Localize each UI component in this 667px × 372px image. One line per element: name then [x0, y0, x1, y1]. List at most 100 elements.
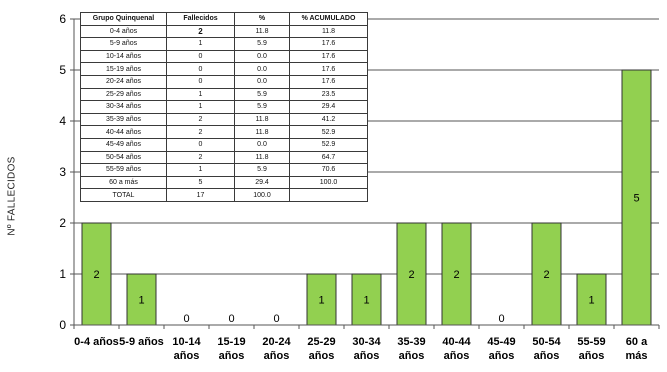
cell-fallecidos: 0 [166, 74, 235, 89]
cell-acumulado: 23.5 [289, 87, 368, 102]
cell-fallecidos: 1 [166, 100, 235, 114]
header-percent: % [234, 12, 290, 26]
x-tick-label: años [264, 350, 290, 362]
table-row: TOTAL 17 100.0 [80, 188, 368, 202]
cell-acumulado: 17.6 [289, 74, 368, 89]
bar [306, 273, 337, 326]
data-label: 0 [498, 313, 504, 325]
cell-acumulado: 52.9 [289, 125, 368, 139]
cell-acumulado: 70.6 [289, 163, 368, 177]
cell-grupo: 50-54 años [80, 150, 167, 165]
bar [576, 273, 607, 326]
cell-acumulado: 11.8 [289, 24, 368, 39]
cell-grupo: 40-44 años [80, 125, 167, 139]
x-tick-label: 45-49 [487, 336, 515, 348]
cell-acumulado: 29.4 [289, 100, 368, 114]
cell-acumulado: 17.6 [289, 49, 368, 64]
header-fallecidos: Fallecidos [166, 12, 235, 26]
cell-fallecidos: 0 [166, 49, 235, 64]
cell-grupo: 35-39 años [80, 112, 167, 127]
data-label: 2 [453, 269, 459, 281]
x-tick-label: años [399, 350, 425, 362]
data-label: 1 [318, 295, 324, 307]
cell-percent: 0.0 [234, 62, 290, 76]
bar [441, 222, 472, 326]
cell-grupo: 25-29 años [80, 87, 167, 102]
data-label: 1 [588, 295, 594, 307]
header-acumulado: % ACUMULADO [289, 12, 368, 26]
header-grupo: Grupo Quinquenal [80, 12, 167, 26]
x-tick-label: años [579, 350, 605, 362]
data-label: 2 [408, 269, 414, 281]
cell-fallecidos: 2 [166, 112, 235, 127]
x-tick-label: 10-14 [172, 336, 201, 348]
x-tick-label: años [354, 350, 380, 362]
x-tick-label: 35-39 [397, 336, 425, 348]
x-tick-label: 20-24 [262, 336, 291, 348]
table-row: 55-59 años 1 5.9 70.6 [80, 163, 368, 177]
cell-percent: 11.8 [234, 150, 290, 165]
x-tick-label: 50-54 [532, 336, 561, 348]
table-row: 15-19 años 0 0.0 17.6 [80, 62, 368, 76]
data-label: 0 [228, 313, 234, 325]
cell-percent: 29.4 [234, 175, 290, 190]
x-tick-label: 15-19 [217, 336, 245, 348]
cell-fallecidos: 2 [166, 24, 235, 39]
data-label: 0 [273, 313, 279, 325]
x-tick-label: años [444, 350, 470, 362]
cell-grupo: 15-19 años [80, 62, 167, 76]
y-tick-label: 4 [59, 114, 66, 128]
cell-grupo: TOTAL [80, 188, 167, 202]
x-tick-label: años [219, 350, 245, 362]
table-body: 0-4 años 2 11.8 11.8 5-9 años 1 5.9 17.6 10-14 a… [80, 24, 368, 202]
cell-percent: 5.9 [234, 100, 290, 114]
cell-percent: 100.0 [234, 188, 290, 202]
table-row: 40-44 años 2 11.8 52.9 [80, 125, 368, 139]
cell-percent: 11.8 [234, 112, 290, 127]
cell-fallecidos: 1 [166, 163, 235, 177]
table-row: 30-34 años 1 5.9 29.4 [80, 100, 368, 114]
data-label: 1 [363, 295, 369, 307]
data-label: 2 [543, 269, 549, 281]
x-tick-label: 60 a [626, 336, 648, 348]
cell-acumulado: 17.6 [289, 37, 368, 51]
cell-grupo: 60 a más [80, 175, 167, 190]
table-row: 60 a más 5 29.4 100.0 [80, 175, 368, 190]
x-tick-label: 40-44 [442, 336, 471, 348]
y-tick-label: 5 [59, 63, 66, 77]
table-row: 5-9 años 1 5.9 17.6 [80, 37, 368, 51]
cell-percent: 11.8 [234, 24, 290, 39]
table-row: 20-24 años 0 0.0 17.6 [80, 74, 368, 89]
y-tick-label: 2 [59, 216, 66, 230]
x-tick-label: 5-9 años [119, 336, 164, 348]
cell-percent: 0.0 [234, 49, 290, 64]
x-tick-label: 0-4 años [74, 336, 119, 348]
data-label: 0 [183, 313, 189, 325]
cell-grupo: 20-24 años [80, 74, 167, 89]
y-tick-label: 6 [59, 12, 66, 26]
table-row: 45-49 años 0 0.0 52.9 [80, 137, 368, 152]
cell-acumulado: 17.6 [289, 62, 368, 76]
table-row: 10-14 años 0 0.0 17.6 [80, 49, 368, 64]
cell-percent: 5.9 [234, 163, 290, 177]
x-tick-label: años [489, 350, 515, 362]
cell-percent: 5.9 [234, 37, 290, 51]
cell-fallecidos: 2 [166, 150, 235, 165]
cell-grupo: 5-9 años [80, 37, 167, 51]
x-tick-label: 55-59 [577, 336, 605, 348]
x-tick-label: años [534, 350, 560, 362]
table-row: 50-54 años 2 11.8 64.7 [80, 150, 368, 165]
data-label: 1 [138, 295, 144, 307]
x-tick-label: 25-29 [307, 336, 335, 348]
table-row: 25-29 años 1 5.9 23.5 [80, 87, 368, 102]
table-row: 35-39 años 2 11.8 41.2 [80, 112, 368, 127]
cell-acumulado [289, 188, 368, 202]
table-header-row: Grupo Quinquenal Fallecidos % % ACUMULAD… [80, 12, 368, 26]
cell-grupo: 55-59 años [80, 163, 167, 177]
cell-acumulado: 100.0 [289, 175, 368, 190]
cell-grupo: 10-14 años [80, 49, 167, 64]
cell-fallecidos: 17 [166, 188, 235, 202]
cell-percent: 5.9 [234, 87, 290, 102]
table-row: 0-4 años 2 11.8 11.8 [80, 24, 368, 39]
